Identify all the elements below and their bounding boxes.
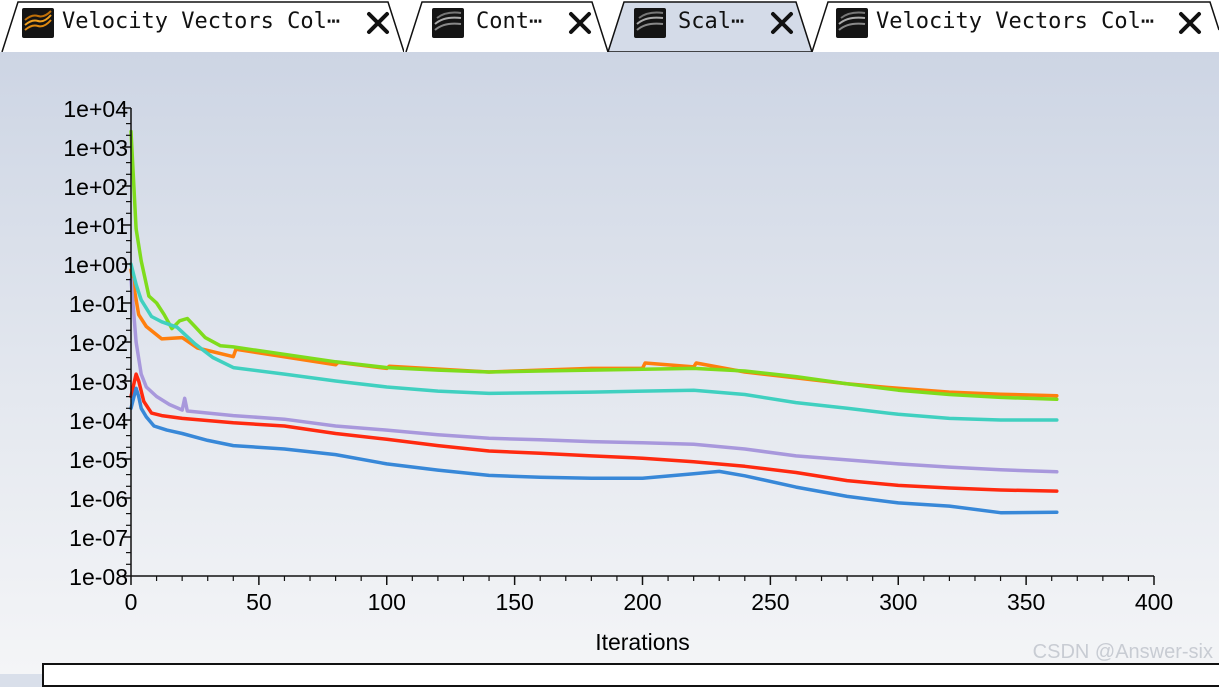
velocity-vectors-icon (22, 8, 54, 38)
tab-label: Cont⋯ (476, 9, 543, 34)
x-tick-label: 150 (495, 589, 533, 615)
y-tick-label: 1e-08 (69, 564, 128, 590)
tab-label: Velocity Vectors Col⋯ (62, 9, 341, 34)
y-tick-label: 1e-06 (69, 486, 128, 512)
line-series-lavender (129, 277, 1059, 474)
tab-contours[interactable]: Cont⋯ (404, 0, 608, 52)
tab-velocity-vectors-2[interactable]: Velocity Vectors Col⋯ (810, 0, 1219, 52)
plot-area (0, 52, 1219, 674)
tab-shape (1, 1, 404, 52)
y-tick-label: 1e-07 (69, 525, 128, 551)
y-tick-label: 1e-01 (69, 291, 128, 317)
line-series-green (129, 129, 1059, 402)
contour-icon (432, 8, 464, 38)
line-series-blue (129, 386, 1059, 515)
legend-box (42, 663, 1219, 687)
y-tick-label: 1e-05 (69, 447, 128, 473)
tab-shape (811, 1, 1219, 52)
close-icon[interactable] (1176, 9, 1204, 37)
tab-scaled-residuals[interactable]: Scal⋯ (606, 0, 812, 52)
tab-label: Scal⋯ (678, 9, 745, 34)
tab-bar: Velocity Vectors Col⋯ Cont⋯ (0, 0, 1219, 52)
y-tick-label: 1e+04 (63, 96, 128, 122)
line-series-teal (129, 262, 1059, 422)
velocity-vectors-icon (836, 8, 868, 38)
x-tick-label: 300 (879, 589, 917, 615)
y-tick-label: 1e+02 (63, 174, 128, 200)
close-icon[interactable] (364, 9, 392, 37)
x-tick-label: 250 (751, 589, 789, 615)
scaled-residuals-icon (634, 8, 666, 38)
tab-velocity-vectors-1[interactable]: Velocity Vectors Col⋯ (0, 0, 404, 52)
line-series-red (129, 372, 1059, 493)
x-tick-label: 350 (1007, 589, 1045, 615)
y-tick-label: 1e+01 (63, 213, 128, 239)
x-tick-label: 400 (1135, 589, 1173, 615)
y-tick-label: 1e+00 (63, 252, 128, 278)
close-icon[interactable] (768, 9, 796, 37)
line-series-orange (129, 268, 1059, 398)
watermark: CSDN @Answer-six (1032, 641, 1213, 663)
y-tick-label: 1e+03 (63, 135, 128, 161)
y-tick-label: 1e-04 (69, 408, 128, 434)
x-tick-label: 200 (623, 589, 661, 615)
x-tick-label: 0 (125, 589, 138, 615)
tab-label: Velocity Vectors Col⋯ (876, 9, 1155, 34)
x-tick-label: 100 (368, 589, 406, 615)
close-icon[interactable] (566, 9, 594, 37)
x-axis-label: Iterations (595, 629, 690, 655)
x-tick-label: 50 (246, 589, 272, 615)
y-tick-label: 1e-03 (69, 369, 128, 395)
y-tick-label: 1e-02 (69, 330, 128, 356)
